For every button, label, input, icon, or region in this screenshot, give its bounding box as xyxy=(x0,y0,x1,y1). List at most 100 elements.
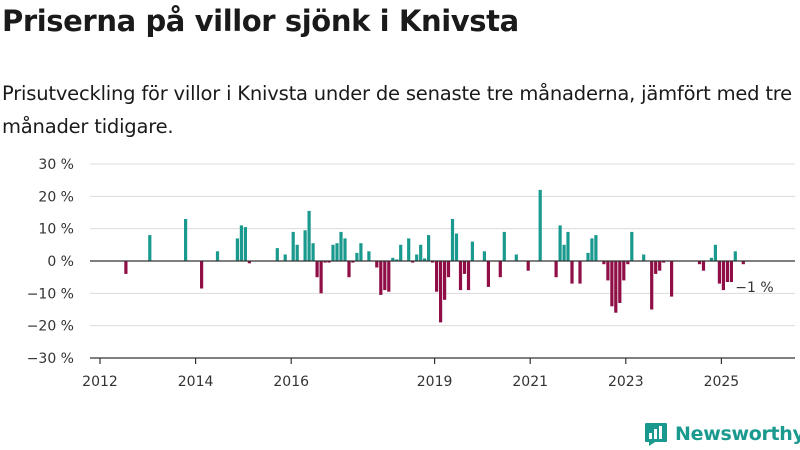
bar xyxy=(184,219,188,261)
bar xyxy=(446,261,451,278)
bar xyxy=(610,261,614,307)
axes xyxy=(90,260,795,364)
bar xyxy=(275,248,279,261)
bar xyxy=(701,261,706,271)
bar xyxy=(215,251,220,261)
bar xyxy=(423,258,427,261)
y-tick-label: −10 % xyxy=(27,286,74,302)
bar xyxy=(239,225,243,261)
bar xyxy=(570,261,574,284)
bar xyxy=(347,261,351,278)
bar xyxy=(407,238,411,261)
bar xyxy=(566,231,570,261)
bar xyxy=(355,252,359,261)
y-tick-label: 10 % xyxy=(38,222,74,238)
y-tick-label: 30 % xyxy=(38,157,74,173)
bar xyxy=(379,261,383,295)
bar xyxy=(427,235,431,261)
bar xyxy=(721,261,725,291)
bar xyxy=(431,261,435,263)
bar xyxy=(458,261,463,291)
bar xyxy=(486,261,490,287)
bar xyxy=(470,241,474,261)
bar xyxy=(235,238,239,261)
bar xyxy=(395,259,399,261)
bar xyxy=(291,231,295,261)
bar xyxy=(606,261,610,281)
bar xyxy=(498,261,502,278)
bar xyxy=(538,189,542,261)
bar xyxy=(558,225,562,261)
bar xyxy=(502,231,506,261)
y-tick-label: 20 % xyxy=(38,189,74,205)
bar xyxy=(335,243,339,261)
bar xyxy=(554,261,558,278)
bar xyxy=(514,254,518,261)
bar xyxy=(435,261,439,292)
bar xyxy=(283,254,287,261)
bar-chart-logo-icon xyxy=(645,423,667,446)
x-tick-label: 2012 xyxy=(82,374,118,390)
bar xyxy=(419,244,423,261)
bar xyxy=(359,243,363,261)
bar xyxy=(339,231,343,261)
bar xyxy=(319,261,323,294)
bar xyxy=(717,261,721,284)
bar xyxy=(454,233,459,261)
bar xyxy=(247,261,251,264)
bar xyxy=(741,261,745,265)
bar xyxy=(526,261,530,271)
bar xyxy=(383,261,387,291)
bars xyxy=(124,189,745,323)
bar xyxy=(614,261,618,313)
bar xyxy=(343,238,347,261)
last-value-annotation: −1 % xyxy=(735,280,773,296)
brand-name: Newsworthy xyxy=(675,423,800,445)
x-tick-label: 2021 xyxy=(512,374,548,390)
bar xyxy=(327,261,331,263)
y-tick-label: −20 % xyxy=(27,319,74,335)
bar xyxy=(662,261,666,263)
bar xyxy=(590,238,594,261)
bar xyxy=(303,230,307,261)
bar xyxy=(626,261,630,265)
tick-labels: −30 % −20 % −10 % 0 % 10 % 20 % 30 % 2012 2014 20… xyxy=(27,157,774,390)
bar xyxy=(307,210,311,261)
bar xyxy=(200,261,204,289)
bar xyxy=(709,257,713,261)
x-tick-label: 2019 xyxy=(417,374,453,390)
bar xyxy=(586,252,590,261)
bar xyxy=(602,261,606,265)
bar xyxy=(697,261,702,265)
bar xyxy=(295,244,299,261)
x-tick-label: 2023 xyxy=(608,374,644,390)
bar xyxy=(642,254,646,261)
bar xyxy=(725,261,729,282)
chart-subtitle: Prisutveckling för villor i Knivsta unde… xyxy=(2,82,792,138)
brand-logo: Newsworthy xyxy=(643,418,800,450)
bar xyxy=(443,261,447,300)
bar xyxy=(415,254,419,261)
bar xyxy=(466,261,471,291)
chart-title: Priserna på villor sjönk i Knivsta xyxy=(2,4,519,38)
bar xyxy=(594,235,598,261)
bar xyxy=(367,251,371,261)
bar xyxy=(351,261,355,263)
bar xyxy=(399,244,403,261)
bar xyxy=(439,261,443,323)
x-tick-label: 2025 xyxy=(704,374,740,390)
bar xyxy=(411,261,415,263)
bar xyxy=(618,261,622,303)
bar xyxy=(243,227,247,261)
bar xyxy=(658,261,662,271)
y-tick-label: −30 % xyxy=(27,351,74,367)
bar xyxy=(713,244,717,261)
bar xyxy=(124,261,128,274)
bar xyxy=(450,219,455,261)
bar xyxy=(148,235,152,261)
bar xyxy=(482,251,486,261)
bar xyxy=(654,261,658,274)
bar xyxy=(387,261,391,292)
bar xyxy=(622,261,626,281)
bar xyxy=(733,251,737,261)
